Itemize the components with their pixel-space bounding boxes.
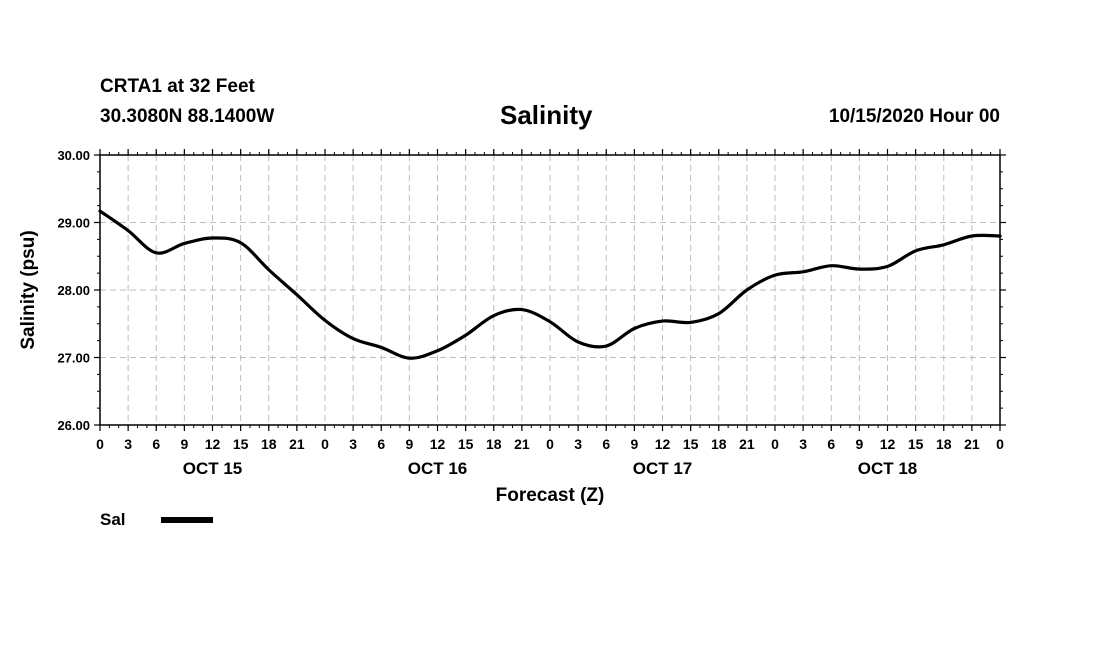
x-tick-label: 3 xyxy=(574,436,582,452)
station-name: CRTA1 at 32 Feet xyxy=(100,76,255,97)
y-tick-label: 27.00 xyxy=(57,351,90,366)
x-tick-label: 12 xyxy=(655,436,671,452)
day-label: OCT 15 xyxy=(183,459,243,478)
forecast-issue-time: 10/15/2020 Hour 00 xyxy=(828,106,1000,127)
x-tick-label: 0 xyxy=(321,436,329,452)
x-tick-label: 0 xyxy=(546,436,554,452)
y-tick-label: 26.00 xyxy=(57,418,90,433)
salinity-series-line xyxy=(98,209,1002,360)
day-label: OCT 17 xyxy=(633,459,693,478)
x-tick-label: 0 xyxy=(96,436,104,452)
x-tick-label: 3 xyxy=(349,436,357,452)
tick-marks xyxy=(94,149,1006,431)
x-tick-label: 15 xyxy=(683,436,699,452)
y-tick-label: 29.00 xyxy=(57,216,90,231)
x-axis-label: Forecast (Z) xyxy=(496,485,605,506)
day-label: OCT 16 xyxy=(408,459,468,478)
x-tick-label: 18 xyxy=(486,436,502,452)
chart-title: Salinity xyxy=(500,100,593,130)
y-tick-label: 30.00 xyxy=(57,148,90,163)
x-tick-label: 18 xyxy=(261,436,277,452)
station-coordinates: 30.3080N 88.1400W xyxy=(100,106,275,127)
x-tick-label: 3 xyxy=(799,436,807,452)
x-tick-label: 6 xyxy=(377,436,385,452)
x-tick-label: 21 xyxy=(739,436,755,452)
x-tick-label: 15 xyxy=(458,436,474,452)
x-tick-label: 18 xyxy=(711,436,727,452)
x-tick-label: 12 xyxy=(205,436,221,452)
day-labels: OCT 15 OCT 16 OCT 17 OCT 18 xyxy=(183,459,918,478)
x-tick-label: 6 xyxy=(602,436,610,452)
x-tick-label: 6 xyxy=(152,436,160,452)
x-tick-label: 18 xyxy=(936,436,952,452)
x-tick-label: 15 xyxy=(233,436,249,452)
x-tick-label: 0 xyxy=(996,436,1004,452)
x-tick-label: 0 xyxy=(771,436,779,452)
x-tick-label: 21 xyxy=(964,436,980,452)
x-tick-label: 12 xyxy=(880,436,896,452)
x-tick-label: 9 xyxy=(630,436,638,452)
x-tick-label: 9 xyxy=(855,436,863,452)
grid-lines xyxy=(100,155,1000,425)
y-tick-labels: 26.00 27.00 28.00 29.00 30.00 xyxy=(57,148,90,433)
day-label: OCT 18 xyxy=(858,459,918,478)
x-tick-label: 12 xyxy=(430,436,446,452)
x-tick-label: 9 xyxy=(405,436,413,452)
x-tick-labels: 0 3 6 9 12 15 18 21 0 3 6 9 12 15 18 21 0 3 6 9 12 15 18 21 0 3 6 9… xyxy=(96,436,1004,452)
y-tick-label: 28.00 xyxy=(57,283,90,298)
x-tick-label: 3 xyxy=(124,436,132,452)
x-tick-label: 6 xyxy=(827,436,835,452)
legend-label: Sal xyxy=(100,510,126,529)
x-tick-label: 9 xyxy=(180,436,188,452)
x-tick-label: 15 xyxy=(908,436,924,452)
y-axis-label: Salinity (psu) xyxy=(18,230,39,349)
x-tick-label: 21 xyxy=(514,436,530,452)
x-tick-label: 21 xyxy=(289,436,305,452)
legend-swatch xyxy=(161,517,213,523)
